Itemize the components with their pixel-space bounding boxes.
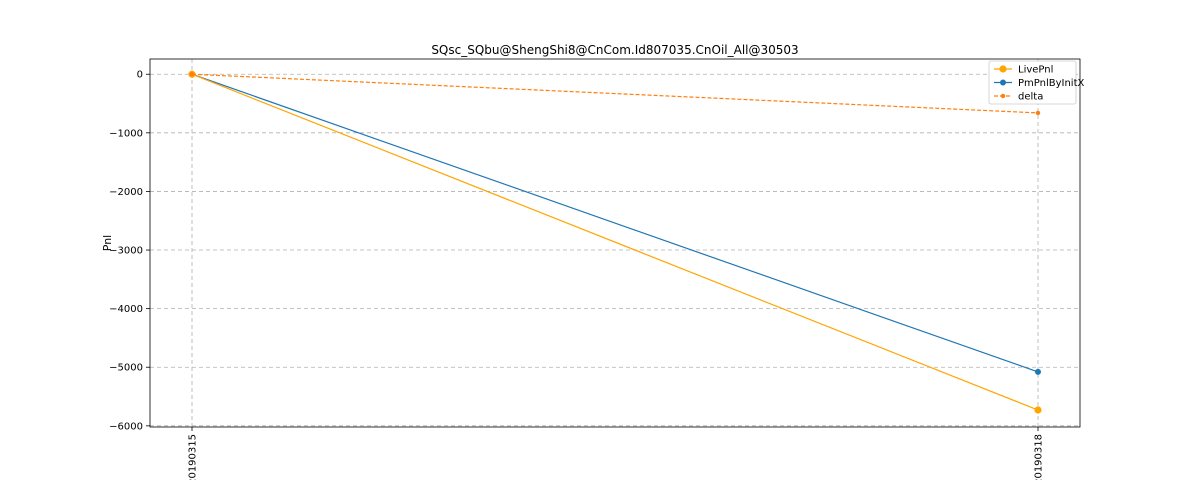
y-axis-label: Pnl xyxy=(101,235,114,251)
series-point-delta xyxy=(1035,110,1041,116)
legend-marker-delta xyxy=(1000,93,1006,99)
x-axis: 20190315 20190318 xyxy=(188,427,1045,480)
plot-series xyxy=(188,70,1042,414)
y-axis: 0 −1000 −2000 −3000 −4000 −5000 −6000 xyxy=(109,70,150,432)
series-point-delta xyxy=(189,72,195,77)
plot-area-frame xyxy=(149,58,1081,428)
series-line-delta xyxy=(191,73,1039,114)
y-tick-label: −6000 xyxy=(109,421,143,432)
y-tick-label: −4000 xyxy=(109,304,143,315)
y-tick-label: −3000 xyxy=(109,246,143,257)
legend: LivePnl PmPnlByInitX delta xyxy=(988,60,1085,105)
legend-marker-livepnl xyxy=(999,65,1007,73)
x-tick-label: 20190318 xyxy=(1034,434,1045,480)
y-tick-label: −1000 xyxy=(109,128,143,139)
series-point-pmpnlbyinitx xyxy=(1035,368,1041,375)
series-line-livepnl xyxy=(191,73,1039,411)
grid xyxy=(150,59,1080,427)
chart-title: SQsc_SQbu@ShengShi8@CnCom.Id807035.CnOil… xyxy=(431,43,798,57)
legend-label-pmpnlbyinitx: PmPnlByInitX xyxy=(1018,78,1085,89)
legend-label-delta: delta xyxy=(1018,92,1043,103)
legend-box xyxy=(988,60,1077,105)
x-tick-label: 20190315 xyxy=(188,434,199,480)
series-line-pmpnlbyinitx xyxy=(191,73,1039,373)
y-tick-label: −5000 xyxy=(109,363,143,374)
series-point-livepnl xyxy=(1034,406,1042,414)
y-tick-label: −2000 xyxy=(109,187,143,198)
y-tick-label: 0 xyxy=(137,70,143,81)
legend-marker-pmpnlbyinitx xyxy=(1000,79,1006,86)
legend-label-livepnl: LivePnl xyxy=(1018,65,1053,76)
